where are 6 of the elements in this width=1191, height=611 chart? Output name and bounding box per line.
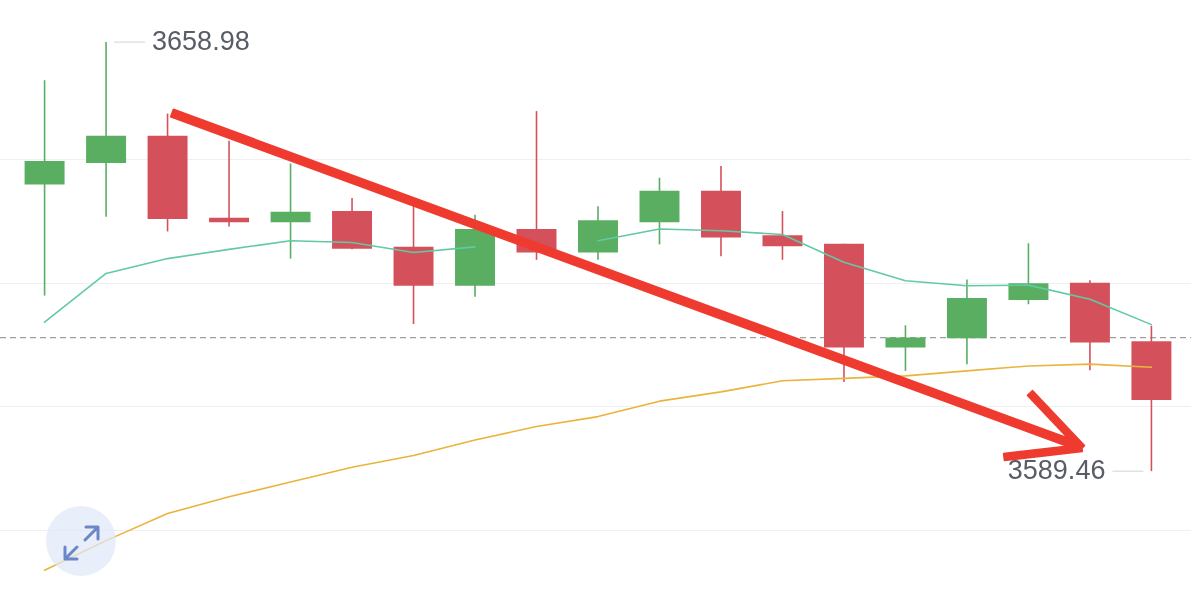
- candlestick: [209, 139, 250, 228]
- candlestick: [24, 79, 65, 297]
- candlestick: [270, 162, 311, 260]
- annotation: 3589.46: [1007, 455, 1106, 486]
- candlestick: [885, 324, 926, 372]
- annotation: 3658.98: [152, 26, 250, 57]
